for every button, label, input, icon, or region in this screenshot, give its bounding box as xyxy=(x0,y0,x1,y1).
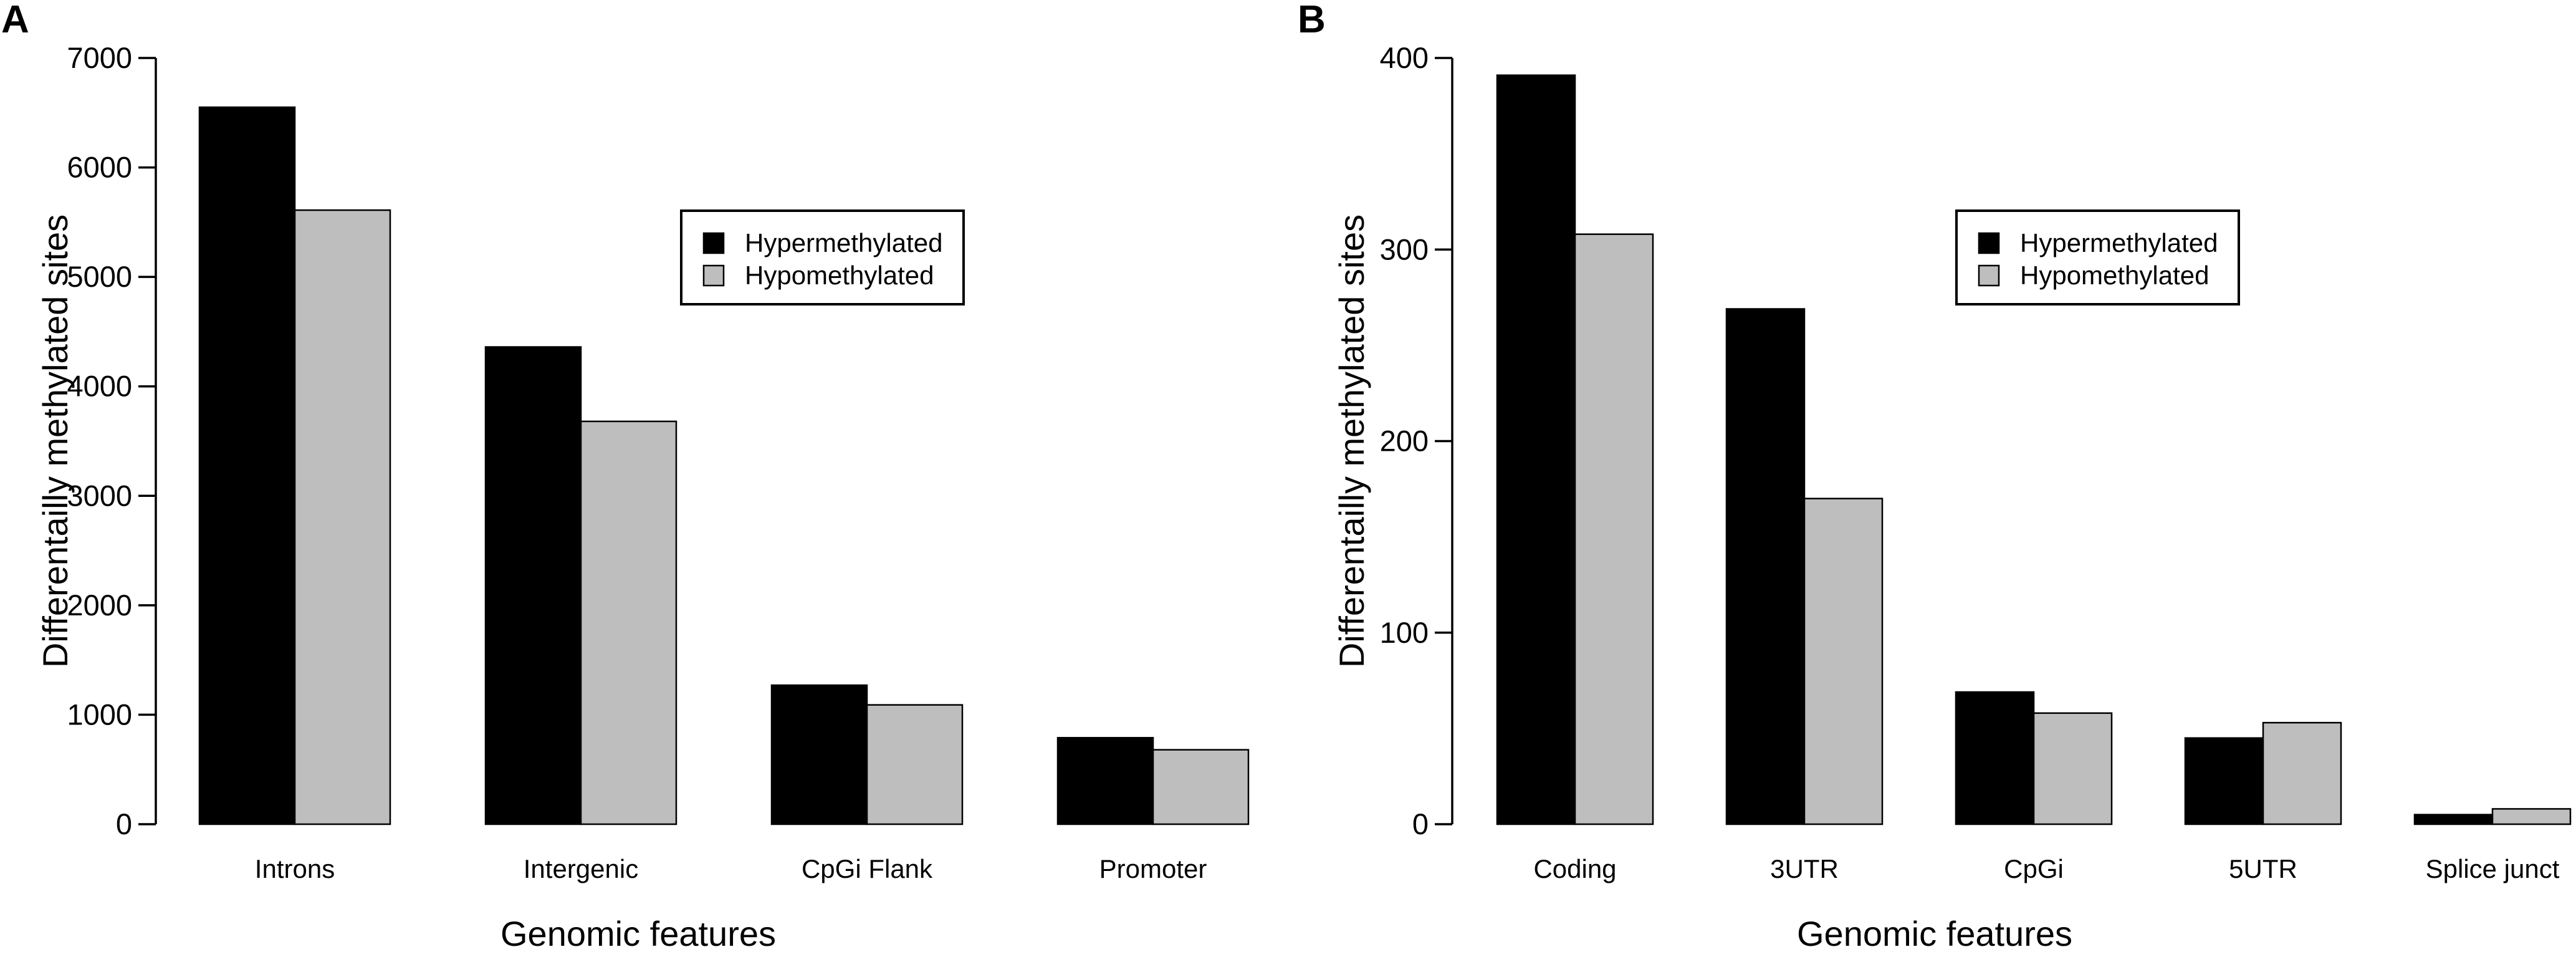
bar-hypo-promoter xyxy=(1152,749,1250,825)
bar-hyper-splice-junct xyxy=(2413,814,2494,825)
bar-hypo-intergenic xyxy=(580,420,678,825)
y-tick-label: 3000 xyxy=(67,479,132,512)
y-tick-label: 0 xyxy=(116,807,132,840)
panel-a: A 0 1000 2000 3000 4000 5000 6000 7000 Different… xyxy=(1,0,1250,953)
panel-label-b: B xyxy=(1298,0,1326,41)
bar-hypo-coding xyxy=(1574,233,1654,825)
y-tick-label: 400 xyxy=(1380,41,1429,74)
bar-hypo-3utr xyxy=(1803,498,1884,825)
legend-swatch xyxy=(1978,264,2000,287)
bar-hypo-splice-junct xyxy=(2491,808,2572,825)
bar-hyper-cpgi-flank xyxy=(770,684,868,825)
bar-hypo-cpgi xyxy=(2033,712,2113,825)
legend-box xyxy=(1955,209,2240,305)
category-label: Promoter xyxy=(1099,854,1207,883)
y-tick-label: 1000 xyxy=(67,698,132,731)
bar-hyper-coding xyxy=(1496,74,1576,825)
x-axis-title: Genomic features xyxy=(500,914,776,953)
category-label: Intergenic xyxy=(524,854,638,883)
y-tick-label: 100 xyxy=(1380,616,1429,649)
legend-label: Hypermethylated xyxy=(745,228,942,257)
y-tick-label: 300 xyxy=(1380,233,1429,266)
bar-hypo-5utr xyxy=(2262,721,2342,825)
legend-box xyxy=(680,209,965,305)
legend-swatch xyxy=(702,232,725,254)
category-label: Splice junct xyxy=(2426,854,2560,883)
panel-label-a: A xyxy=(1,0,29,41)
category-label: CpGi xyxy=(2004,854,2064,883)
x-axis-title: Genomic features xyxy=(1797,914,2072,953)
bar-hyper-introns xyxy=(198,106,296,825)
y-tick-label: 5000 xyxy=(67,260,132,293)
panel-b: B 0 100 200 300 400 Differentailly methylated… xyxy=(1298,0,2572,953)
y-axis-title: Differentailly methylated sites xyxy=(36,214,75,668)
y-tick-label: 0 xyxy=(1412,807,1429,840)
y-tick-label: 6000 xyxy=(67,151,132,184)
y-tick-label: 2000 xyxy=(67,589,132,622)
bar-hypo-introns xyxy=(294,209,391,825)
legend-label: Hypermethylated xyxy=(2020,228,2218,257)
bar-hyper-cpgi xyxy=(1955,691,2035,825)
legend-label: Hypomethylated xyxy=(745,261,934,290)
legend-swatch xyxy=(1978,232,2000,254)
y-axis-title: Differentailly methylated sites xyxy=(1332,214,1371,668)
category-label: Coding xyxy=(1533,854,1616,883)
category-label: 5UTR xyxy=(2229,854,2297,883)
y-tick-label: 7000 xyxy=(67,41,132,74)
legend-swatch xyxy=(702,264,725,287)
y-tick-label: 4000 xyxy=(67,370,132,403)
bar-hyper-intergenic xyxy=(484,346,582,825)
legend-label: Hypomethylated xyxy=(2020,261,2210,290)
y-tick-label: 200 xyxy=(1380,425,1429,458)
bar-hyper-3utr xyxy=(1725,308,1806,825)
category-label: CpGi Flank xyxy=(802,854,933,883)
bar-hyper-5utr xyxy=(2184,737,2264,825)
category-label: Introns xyxy=(255,854,335,883)
category-label: 3UTR xyxy=(1770,854,1839,883)
bar-hyper-promoter xyxy=(1056,737,1154,825)
bar-hypo-cpgi-flank xyxy=(866,704,964,825)
